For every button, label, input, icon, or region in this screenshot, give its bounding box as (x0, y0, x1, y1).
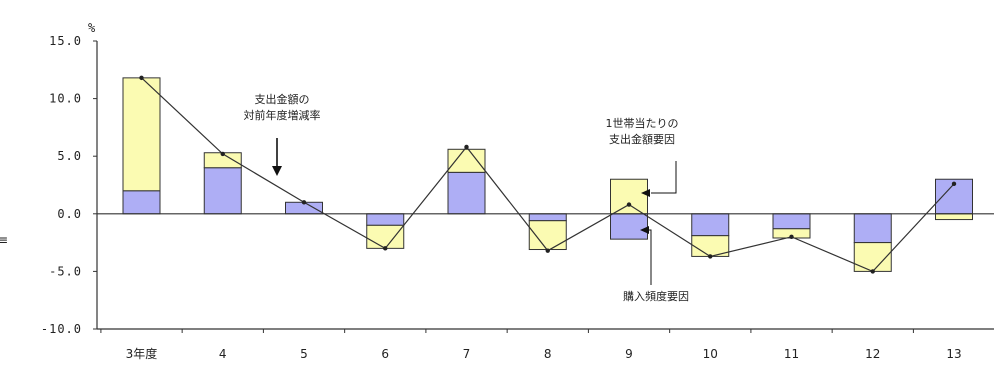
y-tick-label: 15.0 (49, 34, 82, 48)
bar-blue (853, 213, 892, 244)
annotation-yellow-leader (651, 161, 677, 194)
x-tick-label: 3年度 (126, 346, 158, 361)
annotation-yellow-arrowhead (641, 189, 650, 197)
annotation-total-label: 支出金額の (255, 92, 310, 106)
x-tick-label: 12 (865, 347, 880, 361)
bar-yellow (447, 148, 486, 173)
bar-blue (610, 213, 648, 240)
bar-blue (447, 171, 486, 215)
x-tick-label: 7 (463, 347, 471, 361)
line-point (789, 234, 794, 240)
annotation-blue-label: 購入頻度要因 (623, 289, 689, 303)
bar-yellow (610, 178, 648, 215)
bar-yellow (528, 220, 567, 251)
bar-blue (528, 213, 567, 222)
x-tick-label: 9 (625, 347, 633, 361)
line-point (626, 202, 632, 207)
line-point (951, 181, 957, 187)
line-point (708, 254, 713, 259)
line-point (464, 144, 469, 150)
annotation-yellow-label: 1世帯当たりの (606, 116, 679, 130)
y-tick-label: 5.0 (57, 149, 82, 163)
annotation-yellow-label: 支出金額要因 (609, 132, 675, 146)
y-unit-label: % (88, 21, 96, 35)
y-tick-label: 0.0 (57, 207, 82, 221)
x-tick-label: 4 (219, 347, 227, 361)
line-point (545, 248, 550, 253)
bar-layer (122, 77, 973, 272)
y-tick-label: -10.0 (41, 322, 82, 336)
x-tick-label: 10 (703, 347, 718, 361)
line-point (220, 151, 225, 157)
bar-blue (122, 190, 161, 215)
axes (93, 40, 994, 333)
y-tick-label: 10.0 (49, 92, 82, 106)
line-layer (139, 75, 957, 274)
annotation-arrow-head (272, 166, 282, 176)
x-tick-label: 5 (300, 347, 308, 361)
bar-blue (366, 213, 405, 226)
side-glyph: ≡ (0, 233, 8, 247)
line-point (139, 75, 144, 81)
y-tick-label: -5.0 (49, 264, 82, 278)
label-layer: 15.0 10.0 5.0 0.0 -5.0 -10.0% 3年度 4 5 6 7 8 9 10 11 12 1… (41, 21, 962, 361)
bar-blue (772, 213, 811, 230)
bar-blue (203, 167, 242, 215)
line-point (301, 200, 307, 205)
bar-yellow (935, 213, 973, 221)
bar-blue (691, 213, 730, 237)
annotation-total-label: 対前年度増減率 (244, 108, 321, 122)
x-tick-label: 6 (381, 347, 389, 361)
bar-yellow (366, 224, 405, 249)
x-tick-label: 8 (544, 347, 552, 361)
x-tick-label: 11 (784, 347, 799, 361)
line-point (383, 246, 388, 251)
bar-yellow (122, 77, 161, 192)
annotation-blue-leader (649, 229, 652, 285)
line-point (870, 269, 875, 274)
x-tick-label: 13 (946, 347, 961, 361)
annotation-blue-arrowhead (640, 226, 649, 234)
